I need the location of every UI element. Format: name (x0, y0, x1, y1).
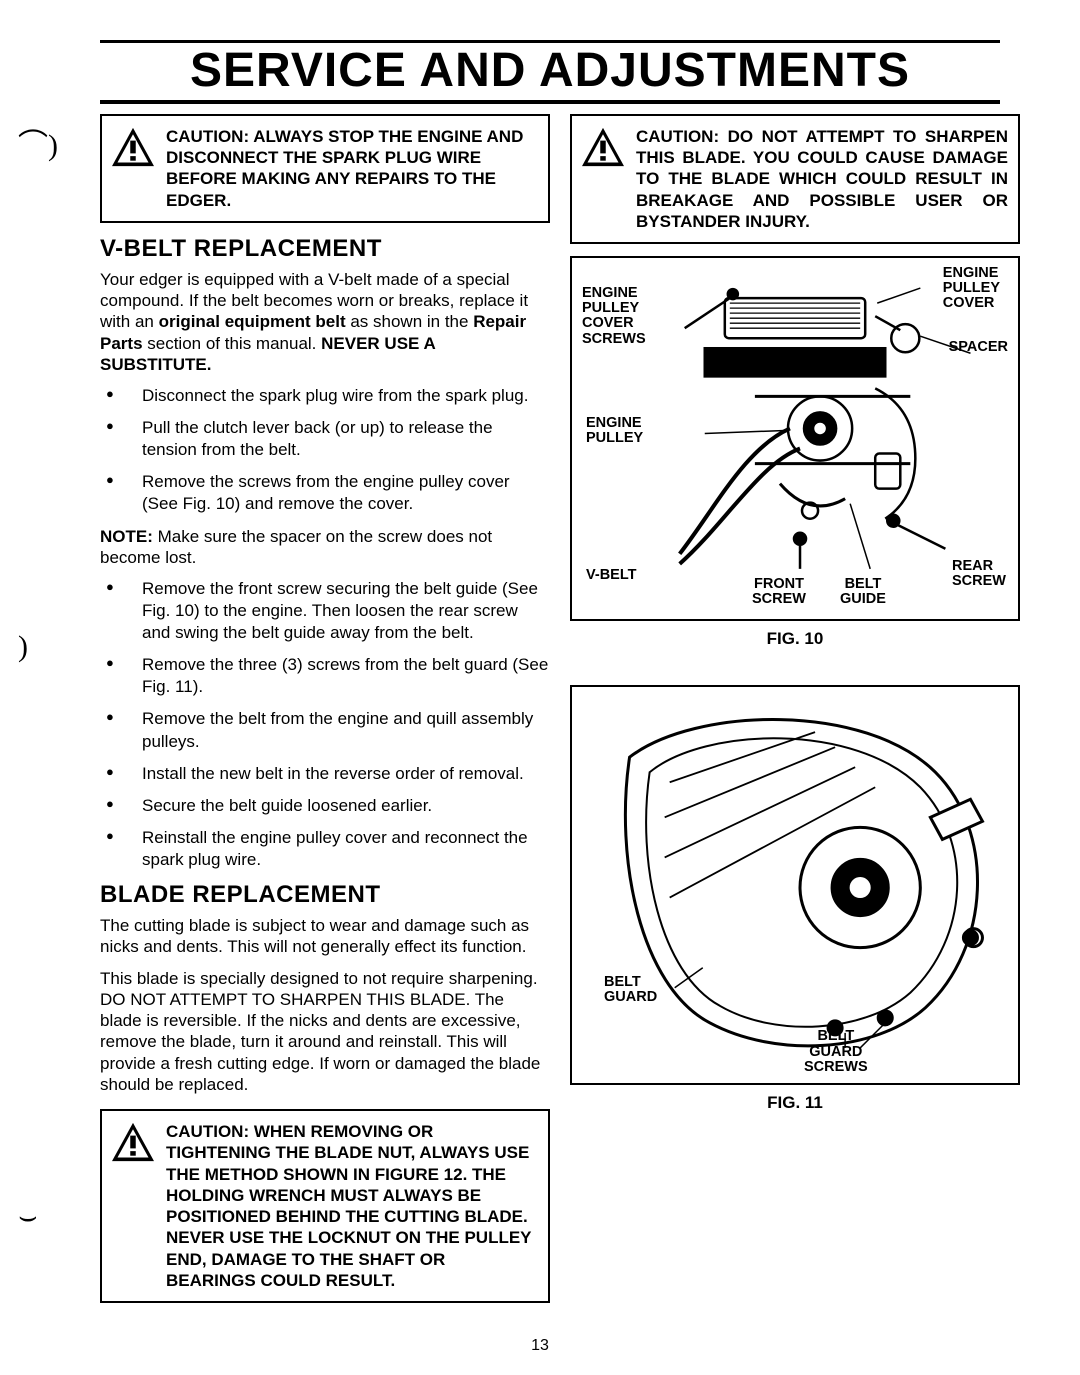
page-number: 13 (531, 1337, 549, 1355)
note-text: Make sure the spacer on the screw does n… (100, 527, 492, 567)
column-left: CAUTION: ALWAYS STOP THE ENGINE AND DISC… (100, 114, 550, 1315)
content-columns: CAUTION: ALWAYS STOP THE ENGINE AND DISC… (100, 114, 1020, 1315)
fig11-label-belt-guard-screws: BELT GUARD SCREWS (804, 1029, 868, 1075)
list-item: Remove the three (3) screws from the bel… (100, 654, 550, 698)
vbelt-intro: Your edger is equipped with a V-belt mad… (100, 269, 550, 375)
intro-post: section of this manual. (143, 334, 322, 353)
margin-mark-3: ⌣ (18, 1200, 38, 1234)
fig10-label-engine-pulley: ENGINE PULLEY (586, 416, 643, 446)
blade-p2: This blade is specially designed to not … (100, 968, 550, 1096)
blade-p1: The cutting blade is subject to wear and… (100, 915, 550, 958)
fig10-label-epc: ENGINE PULLEY COVER (943, 266, 1000, 312)
list-item: Remove the screws from the engine pulley… (100, 471, 550, 515)
margin-mark-1: ⌒) (18, 120, 58, 164)
vbelt-heading: V-BELT REPLACEMENT (100, 235, 550, 263)
figure-10-box: ENGINE PULLEY COVER SCREWS ENGINE PULLEY… (570, 256, 1020, 621)
fig10-label-spacer: SPACER (949, 340, 1008, 355)
fig10-label-rear-screw: REAR SCREW (952, 559, 1006, 589)
warning-icon (110, 126, 156, 173)
note-label: NOTE: (100, 527, 153, 546)
vbelt-note: NOTE: Make sure the spacer on the screw … (100, 526, 550, 569)
list-item: Secure the belt guide loosened earlier. (100, 795, 550, 817)
fig11-label-belt-guard: BELT GUARD (604, 975, 657, 1005)
fig10-caption: FIG. 10 (570, 629, 1020, 649)
fig11-caption: FIG. 11 (570, 1093, 1020, 1113)
intro-mid: as shown in the (346, 312, 474, 331)
vbelt-bullets-2: Remove the front screw securing the belt… (100, 578, 550, 871)
fig10-label-epc-screws: ENGINE PULLEY COVER SCREWS (582, 286, 646, 347)
fig10-label-front-screw: FRONT SCREW (752, 577, 806, 607)
figure-11-box: BELT GUARD BELT GUARD SCREWS (570, 685, 1020, 1085)
warning-icon (580, 126, 626, 173)
list-item: Remove the front screw securing the belt… (100, 578, 550, 644)
vbelt-bullets-1: Disconnect the spark plug wire from the … (100, 385, 550, 515)
caution-text-blade-nut: CAUTION: WHEN REMOVING OR TIGHTENING THE… (166, 1121, 538, 1291)
list-item: Disconnect the spark plug wire from the … (100, 385, 550, 407)
column-right: CAUTION: DO NOT ATTEMPT TO SHARPEN THIS … (570, 114, 1020, 1315)
list-item: Install the new belt in the reverse orde… (100, 763, 550, 785)
list-item: Reinstall the engine pulley cover and re… (100, 827, 550, 871)
caution-text-sharpen: CAUTION: DO NOT ATTEMPT TO SHARPEN THIS … (636, 126, 1008, 232)
page-title-bar: SERVICE AND ADJUSTMENTS (100, 40, 1000, 104)
intro-b1: original equipment belt (159, 312, 346, 331)
margin-mark-2: ) (18, 630, 28, 664)
page-title: SERVICE AND ADJUSTMENTS (100, 43, 1000, 100)
list-item: Pull the clutch lever back (or up) to re… (100, 417, 550, 461)
caution-text-engine: CAUTION: ALWAYS STOP THE ENGINE AND DISC… (166, 126, 538, 211)
figure-11-diagram (572, 687, 1018, 1083)
warning-icon (110, 1121, 156, 1168)
blade-heading: BLADE REPLACEMENT (100, 881, 550, 909)
caution-box-sharpen: CAUTION: DO NOT ATTEMPT TO SHARPEN THIS … (570, 114, 1020, 244)
fig10-label-vbelt: V-BELT (586, 568, 636, 583)
list-item: Remove the belt from the engine and quil… (100, 708, 550, 752)
caution-box-blade-nut: CAUTION: WHEN REMOVING OR TIGHTENING THE… (100, 1109, 550, 1303)
fig10-label-belt-guide: BELT GUIDE (840, 577, 886, 607)
caution-box-engine: CAUTION: ALWAYS STOP THE ENGINE AND DISC… (100, 114, 550, 223)
